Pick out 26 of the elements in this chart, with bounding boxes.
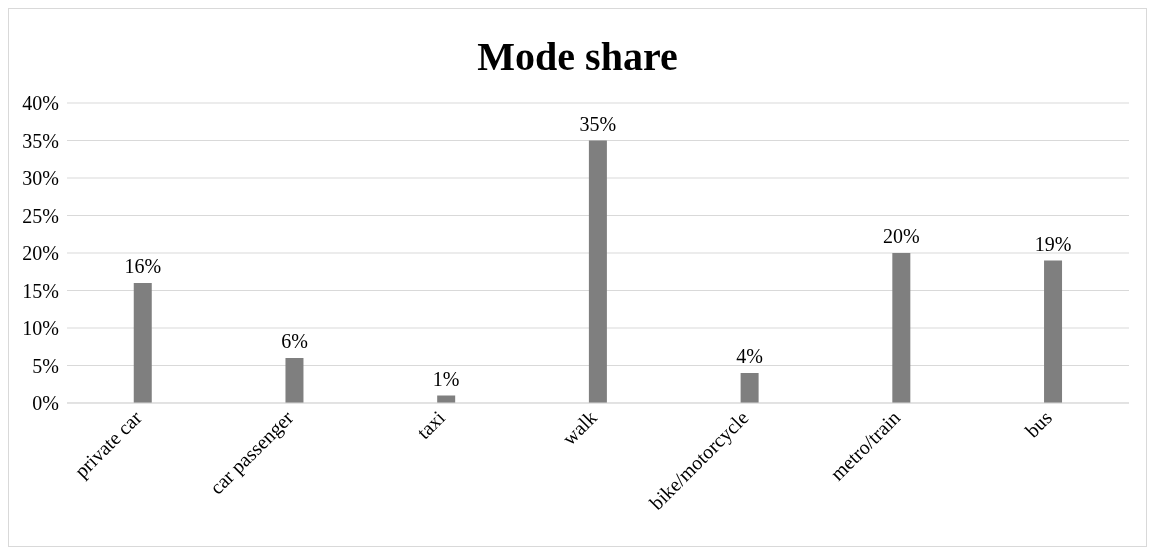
bar (892, 253, 911, 403)
bar (1044, 260, 1063, 403)
y-tick-label: 20% (22, 242, 59, 265)
bar (285, 358, 304, 403)
data-label: 6% (281, 330, 308, 352)
data-label: 35% (579, 112, 617, 135)
y-tick-label: 25% (22, 204, 59, 227)
x-tick-label: taxi (412, 405, 450, 444)
y-tick-label: 5% (32, 354, 59, 377)
x-tick-label: bus (1020, 406, 1057, 442)
data-label: 19% (1034, 232, 1072, 255)
data-label: 16% (124, 255, 162, 277)
y-tick-label: 15% (22, 279, 59, 302)
y-tick-label: 0% (32, 392, 59, 415)
data-label: 4% (736, 345, 763, 367)
bar (740, 373, 759, 403)
x-tick-label: walk (557, 406, 601, 450)
y-tick-label: 10% (22, 317, 59, 340)
data-label: 20% (882, 225, 920, 247)
bar (588, 140, 607, 403)
data-label: 1% (432, 367, 460, 390)
bar (133, 283, 152, 403)
chart-title: Mode share (476, 33, 679, 81)
y-tick-label: 40% (22, 92, 59, 115)
y-tick-label: 35% (22, 129, 59, 152)
y-tick-label: 30% (22, 167, 59, 190)
